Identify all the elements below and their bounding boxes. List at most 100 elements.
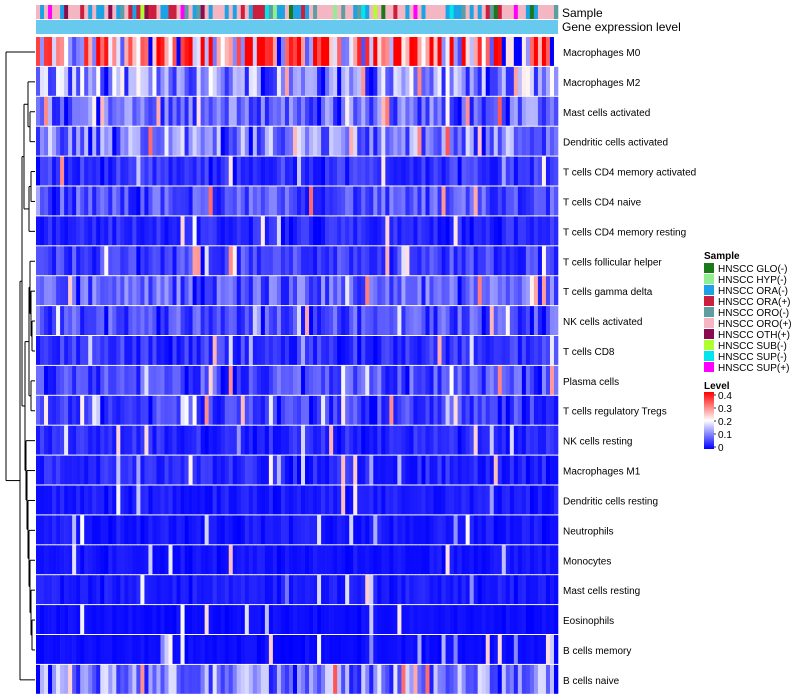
heatmap-cell	[405, 605, 410, 634]
heatmap-cell	[521, 336, 527, 365]
heatmap-cell	[228, 455, 234, 485]
heatmap-cell	[309, 635, 314, 664]
heatmap-cell	[357, 306, 362, 335]
heatmap-cell	[136, 126, 141, 156]
heatmap-cell	[385, 425, 390, 455]
heatmap-cell	[288, 545, 294, 575]
heatmap-cell	[301, 664, 306, 694]
heatmap-cell	[256, 306, 262, 335]
heatmap-cell	[204, 664, 209, 694]
heatmap-cell	[192, 276, 197, 306]
heatmap-cell	[541, 126, 547, 156]
heatmap-cell	[489, 216, 495, 246]
heatmap-cell	[373, 126, 378, 156]
heatmap-cell	[321, 365, 326, 395]
heatmap-cell	[325, 186, 330, 216]
heatmap-cell	[381, 156, 386, 186]
heatmap-cell	[208, 186, 213, 216]
heatmap-cell	[297, 545, 302, 575]
heatmap-cell	[457, 216, 462, 246]
heatmap-cell	[337, 276, 342, 306]
heatmap-cell	[453, 605, 458, 634]
heatmap-cell	[220, 246, 226, 276]
heatmap-cell	[481, 545, 487, 575]
heatmap-cell	[449, 276, 454, 306]
heatmap-cell	[264, 485, 270, 515]
sample-annotation-cell	[521, 5, 527, 19]
heatmap-cell	[297, 96, 302, 126]
heatmap-cell	[36, 156, 41, 186]
heatmap-cell	[292, 635, 298, 664]
heatmap-cell	[136, 425, 141, 455]
heatmap-cell	[533, 96, 539, 126]
heatmap-cell	[377, 515, 382, 545]
heatmap-cell	[260, 545, 266, 575]
heatmap-cell	[473, 515, 478, 545]
heatmap-cell	[236, 66, 242, 96]
heatmap-cell	[333, 37, 338, 66]
heatmap-cell	[337, 545, 342, 575]
heatmap-cell	[545, 156, 551, 186]
heatmap-cell	[156, 246, 161, 276]
heatmap-cell	[88, 635, 93, 664]
heatmap-cell	[232, 455, 238, 485]
heatmap-cell	[292, 216, 298, 246]
heatmap-cell	[260, 37, 266, 66]
heatmap-cell	[232, 365, 238, 395]
heatmap-cell	[357, 96, 362, 126]
heatmap-cell	[417, 575, 422, 605]
heatmap-cell	[68, 336, 73, 365]
heatmap-cell	[60, 515, 65, 545]
heatmap-cell	[256, 276, 262, 306]
heatmap-cell	[144, 605, 149, 634]
heatmap-cell	[208, 365, 213, 395]
heatmap-cell	[297, 66, 302, 96]
heatmap-cell	[505, 156, 511, 186]
heatmap-cell	[288, 605, 294, 634]
heatmap-cell	[481, 455, 487, 485]
heatmap-cell	[357, 216, 362, 246]
heatmap-cell	[329, 515, 334, 545]
heatmap-cell	[76, 216, 81, 246]
heatmap-cell	[140, 186, 145, 216]
heatmap-cell	[481, 186, 487, 216]
heatmap-cell	[333, 545, 338, 575]
heatmap-cell	[152, 126, 157, 156]
heatmap-cell	[437, 186, 442, 216]
heatmap-cell	[421, 485, 426, 515]
heatmap-cell	[228, 126, 234, 156]
heatmap-cell	[148, 395, 153, 425]
heatmap-cell	[433, 336, 438, 365]
heatmap-cell	[433, 485, 438, 515]
heatmap-cell	[36, 605, 41, 634]
heatmap-cell	[188, 605, 193, 634]
heatmap-cell	[204, 605, 209, 634]
heatmap-cell	[48, 575, 53, 605]
heatmap-cell	[272, 37, 278, 66]
heatmap-cell	[453, 515, 458, 545]
heatmap-cell	[497, 66, 503, 96]
heatmap-cell	[517, 485, 523, 515]
heatmap-cell	[40, 306, 45, 335]
heatmap-cell	[429, 246, 434, 276]
heatmap-cell	[216, 66, 222, 96]
heatmap-cell	[292, 186, 298, 216]
heatmap-cell	[120, 635, 125, 664]
heatmap-cell	[36, 664, 41, 694]
heatmap-cell	[80, 664, 85, 694]
heatmap-cell	[88, 515, 93, 545]
heatmap-cell	[204, 395, 209, 425]
heatmap-cell	[64, 575, 69, 605]
heatmap-cell	[220, 545, 226, 575]
heatmap-cell	[309, 246, 314, 276]
heatmap-cell	[345, 515, 350, 545]
heatmap-cell	[437, 216, 442, 246]
heatmap-cell	[325, 605, 330, 634]
heatmap-cell	[537, 635, 543, 664]
heatmap-cell	[297, 635, 302, 664]
heatmap-cell	[260, 485, 266, 515]
heatmap-cell	[305, 186, 310, 216]
heatmap-cell	[361, 186, 366, 216]
sample-annotation-cell	[393, 5, 398, 19]
